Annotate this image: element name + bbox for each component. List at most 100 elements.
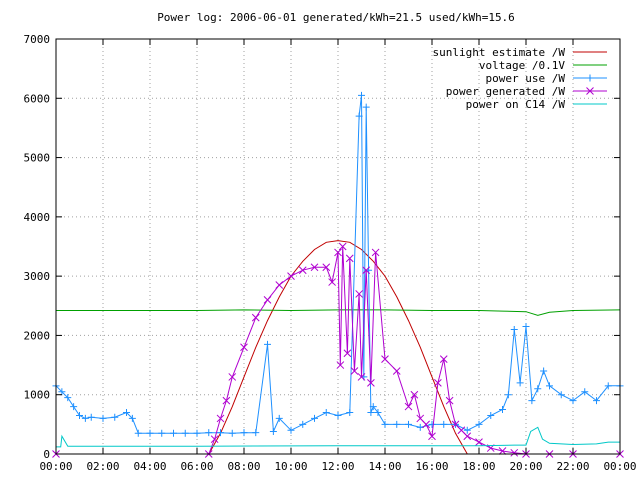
- data-point: [222, 396, 231, 405]
- data-point: [81, 414, 89, 422]
- data-point: [362, 103, 370, 111]
- legend-label: power use /W: [486, 72, 566, 85]
- data-point: [252, 429, 260, 437]
- data-point: [604, 382, 612, 390]
- data-point: [522, 323, 530, 331]
- data-point: [362, 266, 371, 275]
- data-point: [581, 388, 589, 396]
- data-point: [381, 355, 389, 363]
- x-tick-label: 02:00: [86, 460, 119, 473]
- data-point: [251, 313, 260, 322]
- data-point: [346, 409, 354, 416]
- data-point: [287, 426, 295, 434]
- x-tick-label: 18:00: [462, 460, 495, 473]
- data-point: [457, 426, 466, 435]
- y-tick-label: 4000: [24, 211, 51, 224]
- data-point: [416, 414, 425, 423]
- data-point: [516, 379, 524, 387]
- series-layer: [52, 91, 624, 458]
- data-point: [428, 432, 436, 441]
- series-line: [56, 426, 620, 448]
- data-point: [210, 435, 219, 444]
- data-point: [334, 248, 342, 257]
- data-point: [445, 396, 454, 405]
- y-tick-label: 6000: [24, 92, 51, 105]
- data-point: [228, 373, 237, 381]
- data-point: [381, 420, 389, 428]
- data-point: [205, 429, 213, 437]
- series-line: [56, 309, 621, 316]
- data-point: [510, 326, 518, 333]
- data-point: [298, 266, 307, 275]
- legend-label: voltage /0.1V: [479, 59, 565, 72]
- x-tick-label: 20:00: [509, 460, 542, 473]
- y-tick-label: 3000: [24, 270, 51, 283]
- data-point: [498, 447, 507, 455]
- data-point: [392, 367, 401, 375]
- data-point: [64, 394, 72, 402]
- data-point: [434, 379, 442, 387]
- data-point: [287, 272, 295, 280]
- series-line: [56, 246, 620, 455]
- data-point: [269, 427, 277, 435]
- data-point: [367, 379, 375, 387]
- x-tick-label: 00:00: [39, 460, 72, 473]
- data-point: [357, 373, 366, 381]
- data-point: [510, 448, 519, 457]
- axis-labels: 0 1000 2000 3000 4000 5000 6000 7000 00:00 02:00 0…: [24, 33, 637, 473]
- data-point: [310, 263, 319, 272]
- legend-marker: [586, 87, 594, 95]
- y-tick-label: 0: [43, 448, 50, 461]
- y-tick-label: 7000: [24, 33, 51, 46]
- data-point: [170, 429, 177, 437]
- data-point: [569, 397, 577, 405]
- data-point: [216, 414, 225, 423]
- data-point: [428, 420, 436, 428]
- data-point: [528, 397, 536, 405]
- data-point: [475, 438, 483, 446]
- data-point: [487, 411, 495, 419]
- legend-label: power generated /W: [446, 85, 566, 98]
- x-tick-label: 12:00: [321, 460, 354, 473]
- data-point: [58, 388, 66, 396]
- data-point: [299, 420, 307, 428]
- x-tick-label: 16:00: [415, 460, 448, 473]
- data-point: [134, 429, 142, 437]
- data-point: [123, 409, 130, 416]
- data-point: [193, 429, 201, 437]
- data-point: [439, 355, 448, 363]
- chart-title: Power log: 2006-06-01 generated/kWh=21.5…: [157, 11, 515, 24]
- data-point: [345, 254, 354, 263]
- x-tick-label: 06:00: [180, 460, 213, 473]
- data-point: [593, 397, 600, 405]
- data-point: [240, 429, 248, 437]
- data-point: [355, 290, 364, 298]
- x-tick-label: 10:00: [274, 460, 307, 473]
- data-point: [128, 414, 136, 422]
- data-point: [440, 420, 448, 428]
- x-tick-label: 08:00: [227, 460, 260, 473]
- data-point: [263, 296, 272, 304]
- data-point: [475, 420, 483, 428]
- series-2: [52, 91, 624, 437]
- data-point: [422, 420, 430, 429]
- x-tick-label: 04:00: [133, 460, 166, 473]
- data-point: [410, 390, 419, 399]
- data-point: [358, 91, 365, 99]
- data-point: [311, 414, 318, 422]
- data-point: [540, 367, 548, 375]
- data-point: [70, 403, 78, 411]
- data-point: [367, 409, 375, 416]
- series-0: [208, 240, 468, 455]
- data-point: [557, 391, 565, 399]
- data-point: [322, 263, 331, 272]
- data-point: [405, 420, 412, 428]
- data-point: [158, 429, 166, 437]
- data-point: [393, 420, 401, 428]
- data-point: [371, 248, 380, 257]
- series-line: [208, 240, 468, 455]
- data-point: [336, 361, 345, 369]
- data-point: [374, 409, 382, 416]
- data-point: [322, 409, 330, 416]
